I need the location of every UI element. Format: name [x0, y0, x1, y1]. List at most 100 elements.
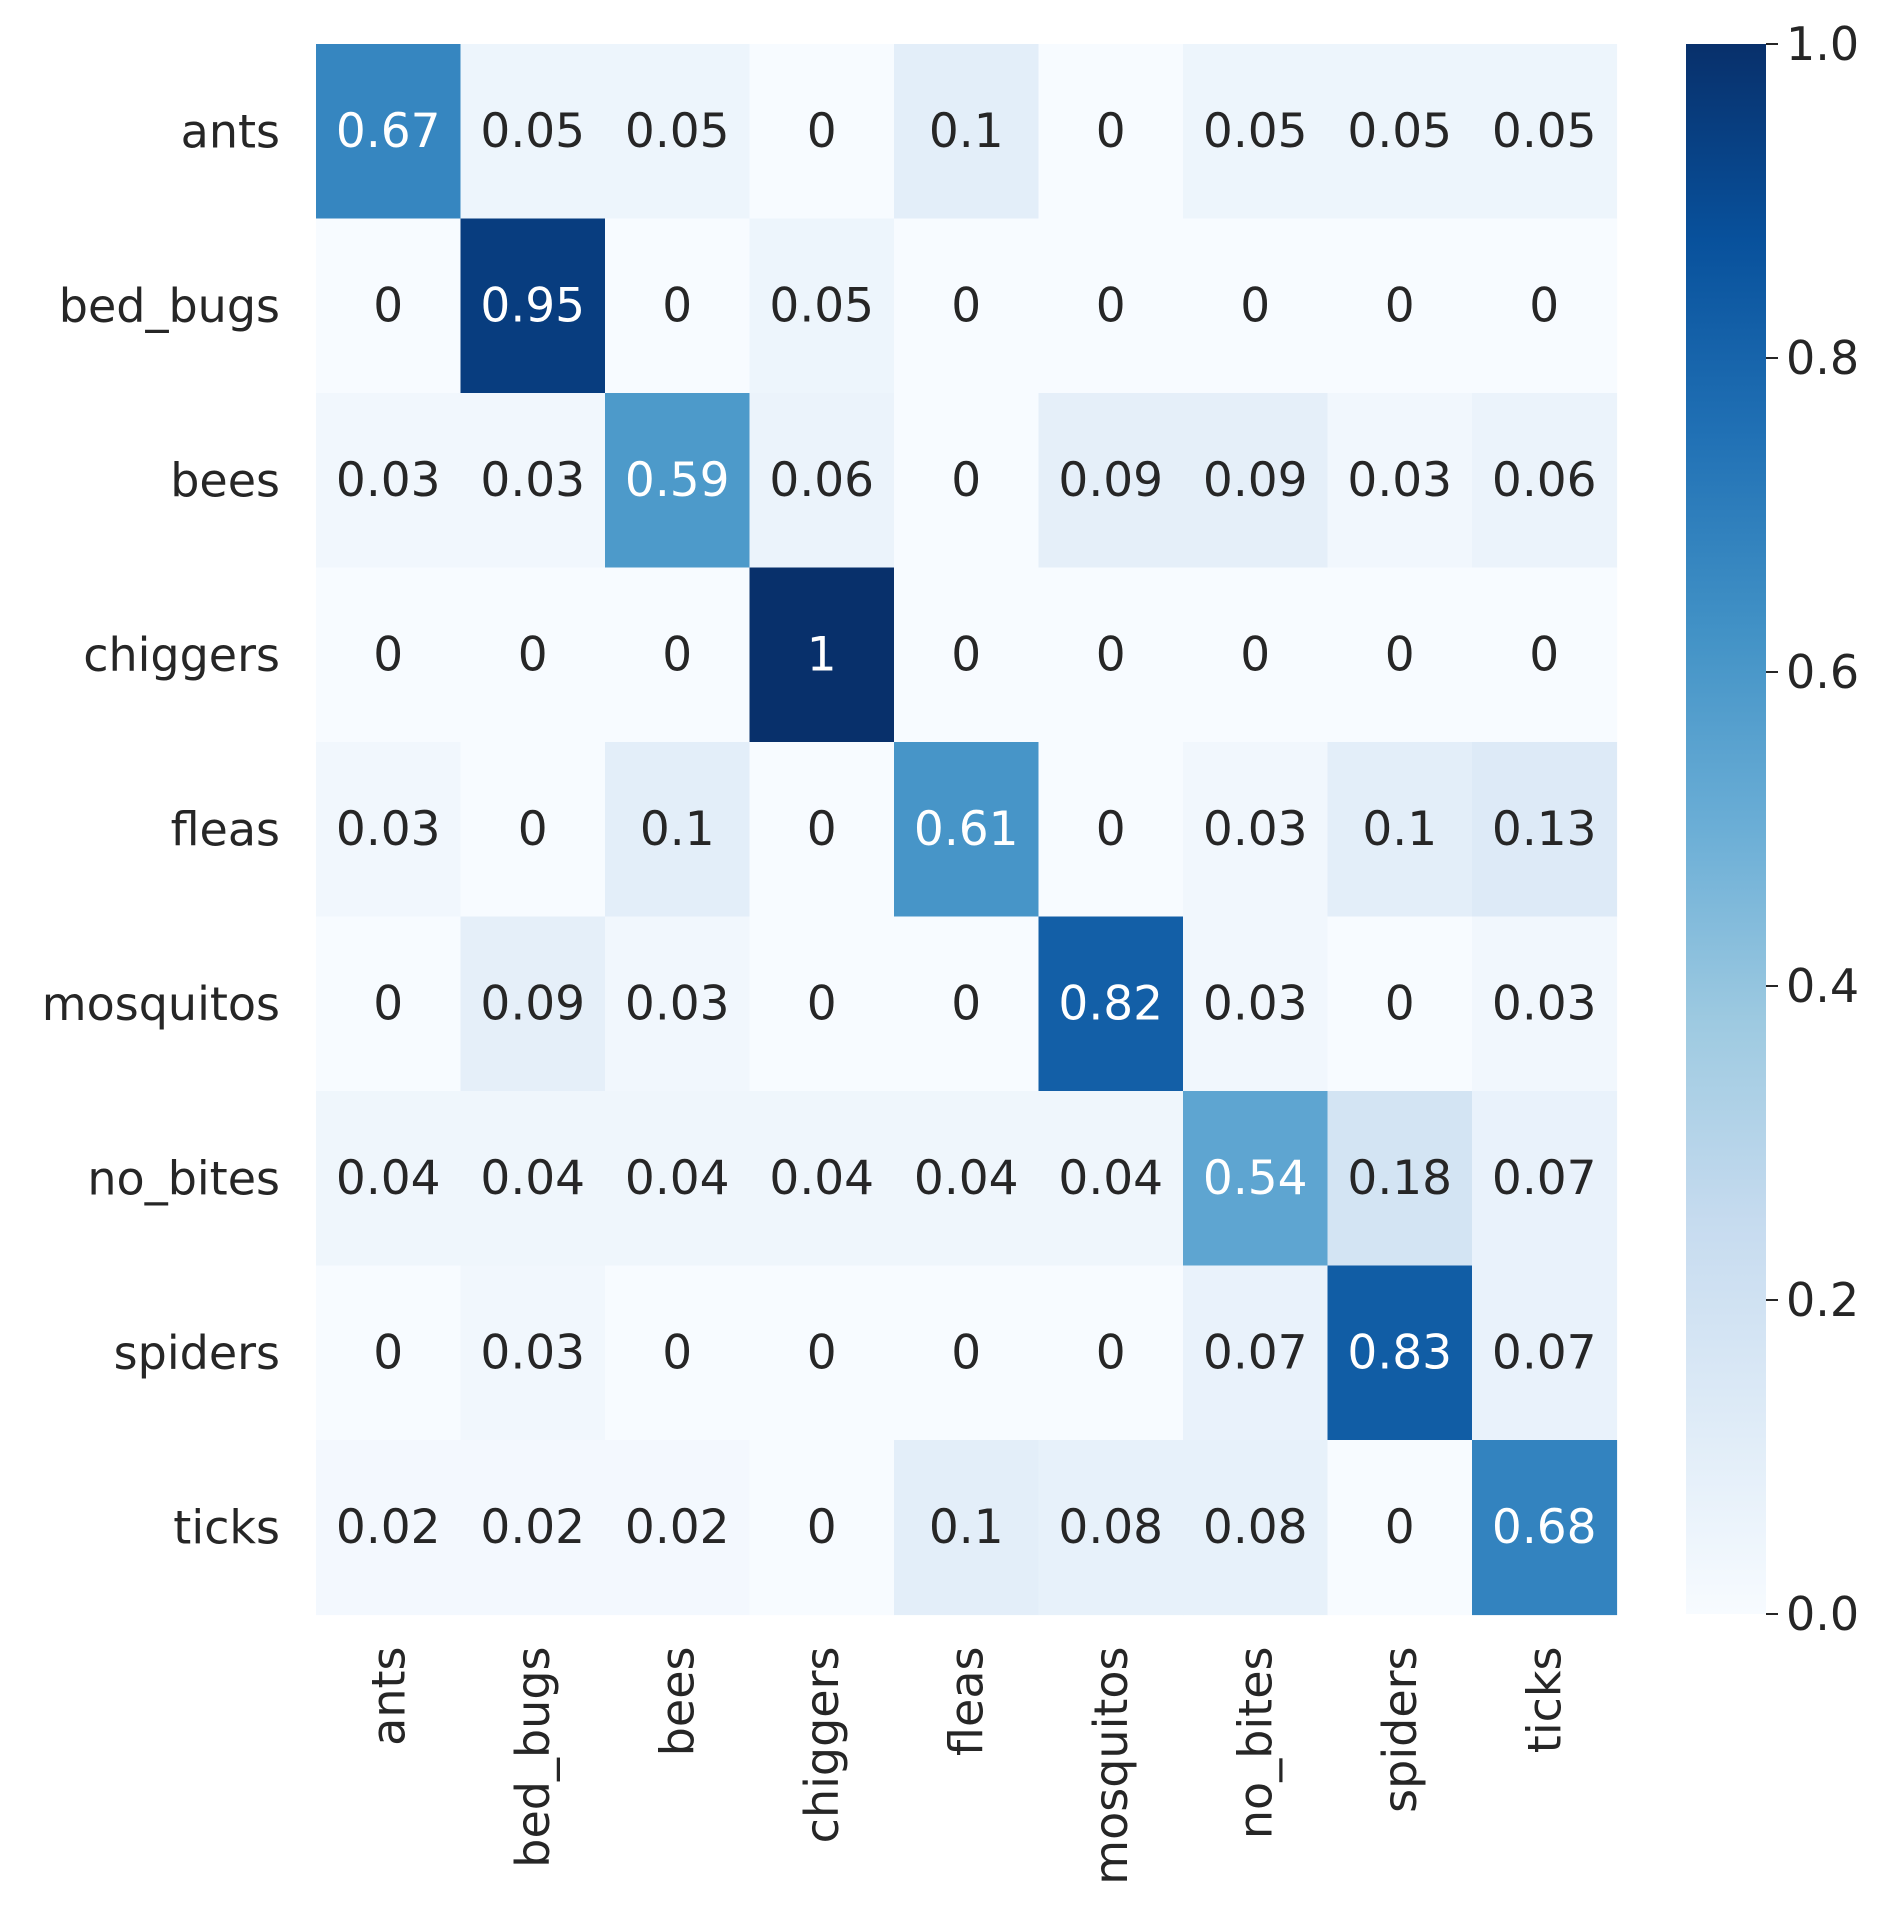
heatmap-cell-mosquitos-chiggers — [749, 916, 895, 1092]
heatmap-cell-no_bites-spiders — [1327, 1091, 1473, 1267]
heatmap-cell-bees-mosquitos — [1038, 393, 1184, 569]
cell-value-label: 0 — [662, 1325, 692, 1380]
cell-value-label: 0.05 — [1347, 104, 1452, 159]
colorbar-tick-label: 0.6 — [1786, 645, 1859, 699]
cell-value-label: 0.03 — [1203, 976, 1308, 1031]
heatmap-cell-mosquitos-bed_bugs — [460, 916, 606, 1092]
cell-value-label: 0.13 — [1492, 802, 1597, 857]
cell-value-label: 0 — [373, 627, 403, 682]
heatmap-cell-chiggers-bed_bugs — [460, 567, 606, 743]
heatmap-cell-ants-bed_bugs — [460, 44, 606, 220]
cell-value-label: 0 — [662, 278, 692, 333]
heatmap-cell-bed_bugs-chiggers — [749, 218, 895, 394]
heatmap-cell-ticks-bed_bugs — [460, 1440, 606, 1616]
heatmap-cell-chiggers-mosquitos — [1038, 567, 1184, 743]
heatmap-cell-chiggers-ants — [316, 567, 462, 743]
cell-value-label: 0.02 — [336, 1500, 441, 1555]
heatmap-cell-mosquitos-no_bites — [1183, 916, 1329, 1092]
heatmap-cell-spiders-ticks — [1472, 1265, 1618, 1441]
heatmap-cell-fleas-mosquitos — [1038, 742, 1184, 918]
cell-value-label: 0 — [1385, 627, 1415, 682]
cell-value-label: 0 — [951, 278, 981, 333]
y-tick-label-ants: ants — [181, 104, 280, 158]
heatmap-cell-fleas-spiders — [1327, 742, 1473, 918]
heatmap-cell-no_bites-ants — [316, 1091, 462, 1267]
cell-value-label: 0.05 — [769, 278, 874, 333]
heatmap-cell-spiders-mosquitos — [1038, 1265, 1184, 1441]
colorbar-tick-label: 0.4 — [1786, 959, 1859, 1013]
cell-value-label: 0.03 — [1203, 802, 1308, 857]
cell-value-label: 0.09 — [1203, 453, 1308, 508]
cell-value-label: 0.05 — [625, 104, 730, 159]
y-tick-label-chiggers: chiggers — [83, 628, 280, 682]
cell-value-label: 0 — [951, 627, 981, 682]
heatmap-cell-no_bites-chiggers — [749, 1091, 895, 1267]
heatmap-cell-fleas-no_bites — [1183, 742, 1329, 918]
cell-value-label: 0.1 — [929, 1500, 1004, 1555]
cell-value-label: 0.1 — [1362, 802, 1437, 857]
heatmap-cell-bed_bugs-bed_bugs — [460, 218, 606, 394]
cell-value-label: 0.03 — [480, 453, 585, 508]
heatmap-cell-fleas-bed_bugs — [460, 742, 606, 918]
cell-value-label: 0.09 — [1058, 453, 1163, 508]
y-tick-label-fleas: fleas — [171, 802, 280, 856]
cell-value-label: 0.05 — [480, 104, 585, 159]
heatmap-cell-spiders-bed_bugs — [460, 1265, 606, 1441]
heatmap-cell-bees-bees — [605, 393, 751, 569]
cell-value-label: 0 — [951, 976, 981, 1031]
heatmap-cell-ticks-spiders — [1327, 1440, 1473, 1616]
y-tick-label-spiders: spiders — [114, 1326, 280, 1380]
heatmap-cell-fleas-ants — [316, 742, 462, 918]
heatmap-cell-spiders-spiders — [1327, 1265, 1473, 1441]
heatmap-cell-bed_bugs-spiders — [1327, 218, 1473, 394]
cell-value-label: 0.04 — [1058, 1151, 1163, 1206]
heatmap-cell-chiggers-spiders — [1327, 567, 1473, 743]
cell-value-label: 0 — [1240, 278, 1270, 333]
cell-value-label: 0.03 — [1347, 453, 1452, 508]
heatmap-cell-ants-bees — [605, 44, 751, 220]
colorbar-tick-label: 1.0 — [1786, 17, 1859, 71]
x-tick-label-no_bites: no_bites — [1228, 1647, 1282, 1840]
cell-value-label: 0.03 — [480, 1325, 585, 1380]
cell-value-label: 0 — [951, 453, 981, 508]
cell-value-label: 0 — [1096, 104, 1126, 159]
cell-value-label: 0 — [807, 104, 837, 159]
cell-value-label: 0 — [1529, 278, 1559, 333]
heatmap-cell-ants-mosquitos — [1038, 44, 1184, 220]
cell-value-label: 0 — [807, 1500, 837, 1555]
heatmap-cell-mosquitos-bees — [605, 916, 751, 1092]
heatmap-cell-bed_bugs-ants — [316, 218, 462, 394]
heatmap-cell-ants-ants — [316, 44, 462, 220]
heatmap-cell-chiggers-fleas — [894, 567, 1040, 743]
heatmap-cell-no_bites-bed_bugs — [460, 1091, 606, 1267]
heatmap-cell-bees-chiggers — [749, 393, 895, 569]
heatmap-cell-bees-fleas — [894, 393, 1040, 569]
heatmap-cell-fleas-fleas — [894, 742, 1040, 918]
heatmap-cell-chiggers-chiggers — [749, 567, 895, 743]
cell-value-label: 0.68 — [1492, 1500, 1597, 1555]
heatmap-cell-ants-chiggers — [749, 44, 895, 220]
cell-value-label: 0.67 — [336, 104, 441, 159]
cell-value-label: 0.03 — [336, 802, 441, 857]
cell-value-label: 0 — [518, 627, 548, 682]
cell-value-label: 0.59 — [625, 453, 730, 508]
colorbar-tick-label: 0.0 — [1786, 1587, 1859, 1641]
x-tick-label-bees: bees — [650, 1647, 704, 1757]
heatmap-cell-no_bites-ticks — [1472, 1091, 1618, 1267]
x-tick-label-mosquitos: mosquitos — [1084, 1647, 1138, 1885]
heatmap-cell-ticks-mosquitos — [1038, 1440, 1184, 1616]
heatmap-cell-mosquitos-mosquitos — [1038, 916, 1184, 1092]
heatmap-cell-bed_bugs-no_bites — [1183, 218, 1329, 394]
cell-value-label: 0 — [1385, 976, 1415, 1031]
cell-value-label: 0.09 — [480, 976, 585, 1031]
heatmap-cell-bed_bugs-fleas — [894, 218, 1040, 394]
x-tick-label-ants: ants — [361, 1647, 415, 1746]
heatmap-cell-mosquitos-fleas — [894, 916, 1040, 1092]
heatmap-cell-fleas-chiggers — [749, 742, 895, 918]
heatmap-cell-no_bites-no_bites — [1183, 1091, 1329, 1267]
heatmap-cell-ticks-fleas — [894, 1440, 1040, 1616]
cell-value-label: 0.83 — [1347, 1325, 1452, 1380]
heatmap-cell-spiders-bees — [605, 1265, 751, 1441]
heatmap-cell-spiders-chiggers — [749, 1265, 895, 1441]
cell-value-label: 0 — [1096, 627, 1126, 682]
